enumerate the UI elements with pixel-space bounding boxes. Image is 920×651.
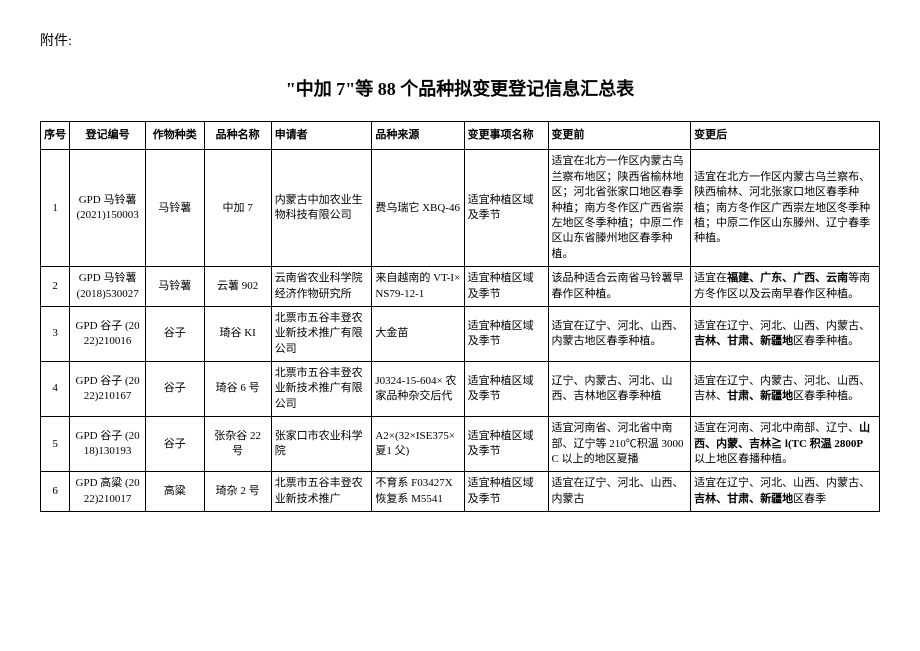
cell-crop: 马铃薯 [145, 150, 204, 267]
header-variety: 品种名称 [204, 122, 271, 150]
cell-variety: 琦谷 KI [204, 306, 271, 361]
cell-after: 适宜在辽宁、内蒙古、河北、山西、吉林、甘肃、新疆地区春季种植。 [691, 362, 880, 417]
cell-after: 适宜在福建、广东、广西、云南等南方冬作区以及云南早春作区种植。 [691, 267, 880, 307]
cell-changename: 适宜种植区域及季节 [464, 417, 548, 472]
cell-variety: 中加 7 [204, 150, 271, 267]
cell-source: J0324-15-604× 农家品种杂交后代 [372, 362, 464, 417]
cell-source: 来自越南的 VT-I×NS79-12-1 [372, 267, 464, 307]
cell-crop: 马铃薯 [145, 267, 204, 307]
summary-table: 序号 登记编号 作物种类 品种名称 申请者 品种来源 变更事项名称 变更前 变更… [40, 121, 880, 512]
cell-before: 适宜在辽宁、河北、山西、内蒙古 [548, 472, 691, 512]
cell-seq: 4 [41, 362, 70, 417]
table-row: 2GPD 马铃薯 (2018)530027马铃薯云薯 902云南省农业科学院经济… [41, 267, 880, 307]
cell-seq: 5 [41, 417, 70, 472]
cell-before: 辽宁、内蒙古、河北、山西、吉林地区春季种植 [548, 362, 691, 417]
cell-seq: 3 [41, 306, 70, 361]
cell-regno: GPD 马铃薯 (2018)530027 [70, 267, 146, 307]
cell-source: 费乌瑞它 XBQ-46 [372, 150, 464, 267]
cell-before: 适宜河南省、河北省中南部、辽宁等 210℃积温 3000C 以上的地区夏播 [548, 417, 691, 472]
cell-before: 适宜在北方一作区内蒙古乌兰察布地区；陕西省榆林地区；河北省张家口地区春季种植；南… [548, 150, 691, 267]
header-source: 品种来源 [372, 122, 464, 150]
cell-regno: GPD 谷子 (2022)210167 [70, 362, 146, 417]
table-body: 1GPD 马铃薯 (2021)150003马铃薯中加 7内蒙古中加农业生物科技有… [41, 150, 880, 512]
header-seq: 序号 [41, 122, 70, 150]
table-row: 5GPD 谷子 (2018)130193谷子张杂谷 22 号张家口市农业科学院A… [41, 417, 880, 472]
cell-regno: GPD 谷子 (2018)130193 [70, 417, 146, 472]
cell-applicant: 张家口市农业科学院 [271, 417, 372, 472]
table-row: 1GPD 马铃薯 (2021)150003马铃薯中加 7内蒙古中加农业生物科技有… [41, 150, 880, 267]
cell-applicant: 云南省农业科学院经济作物研究所 [271, 267, 372, 307]
page-title: "中加 7"等 88 个品种拟变更登记信息汇总表 [40, 75, 880, 101]
cell-seq: 6 [41, 472, 70, 512]
cell-source: 大金苗 [372, 306, 464, 361]
header-after: 变更后 [691, 122, 880, 150]
cell-variety: 张杂谷 22 号 [204, 417, 271, 472]
cell-crop: 谷子 [145, 306, 204, 361]
cell-crop: 谷子 [145, 362, 204, 417]
table-row: 4GPD 谷子 (2022)210167谷子琦谷 6 号北票市五谷丰登农业新技术… [41, 362, 880, 417]
cell-seq: 2 [41, 267, 70, 307]
cell-after: 适宜在辽宁、河北、山西、内蒙古、吉林、甘肃、新疆地区春季种植。 [691, 306, 880, 361]
attachment-label: 附件: [40, 30, 880, 50]
cell-variety: 云薯 902 [204, 267, 271, 307]
cell-regno: GPD 高粱 (2022)210017 [70, 472, 146, 512]
header-crop: 作物种类 [145, 122, 204, 150]
cell-seq: 1 [41, 150, 70, 267]
cell-variety: 琦杂 2 号 [204, 472, 271, 512]
cell-changename: 适宜种植区域及季节 [464, 150, 548, 267]
cell-changename: 适宜种植区域及季节 [464, 306, 548, 361]
cell-after: 适宜在北方一作区内蒙古乌兰察布、陕西榆林、河北张家口地区春季种植；南方冬作区广西… [691, 150, 880, 267]
table-row: 3GPD 谷子 (2022)210016谷子琦谷 KI北票市五谷丰登农业新技术推… [41, 306, 880, 361]
cell-after: 适宜在辽宁、河北、山西、内蒙古、吉林、甘肃、新疆地区春季 [691, 472, 880, 512]
cell-before: 适宜在辽宁、河北、山西、内蒙古地区春季种植。 [548, 306, 691, 361]
cell-changename: 适宜种植区域及季节 [464, 472, 548, 512]
cell-variety: 琦谷 6 号 [204, 362, 271, 417]
table-row: 6GPD 高粱 (2022)210017高粱琦杂 2 号北票市五谷丰登农业新技术… [41, 472, 880, 512]
cell-before: 该品种适合云南省马铃薯早春作区种植。 [548, 267, 691, 307]
cell-applicant: 北票市五谷丰登农业新技术推广有限公司 [271, 306, 372, 361]
header-before: 变更前 [548, 122, 691, 150]
cell-regno: GPD 马铃薯 (2021)150003 [70, 150, 146, 267]
cell-applicant: 内蒙古中加农业生物科技有限公司 [271, 150, 372, 267]
cell-applicant: 北票市五谷丰登农业新技术推广有限公司 [271, 362, 372, 417]
cell-crop: 谷子 [145, 417, 204, 472]
cell-after: 适宜在河南、河北中南部、辽宁、山西、内蒙、吉林≧ l(TC 积温 2800P 以… [691, 417, 880, 472]
header-applicant: 申请者 [271, 122, 372, 150]
cell-applicant: 北票市五谷丰登农业新技术推广 [271, 472, 372, 512]
header-regno: 登记编号 [70, 122, 146, 150]
header-changename: 变更事项名称 [464, 122, 548, 150]
cell-changename: 适宜种植区域及季节 [464, 362, 548, 417]
table-header-row: 序号 登记编号 作物种类 品种名称 申请者 品种来源 变更事项名称 变更前 变更… [41, 122, 880, 150]
cell-crop: 高粱 [145, 472, 204, 512]
cell-source: 不育系 F03427X 恢复系 M5541 [372, 472, 464, 512]
cell-changename: 适宜种植区域及季节 [464, 267, 548, 307]
cell-source: A2×(32×ISE375× 夏1 父) [372, 417, 464, 472]
cell-regno: GPD 谷子 (2022)210016 [70, 306, 146, 361]
